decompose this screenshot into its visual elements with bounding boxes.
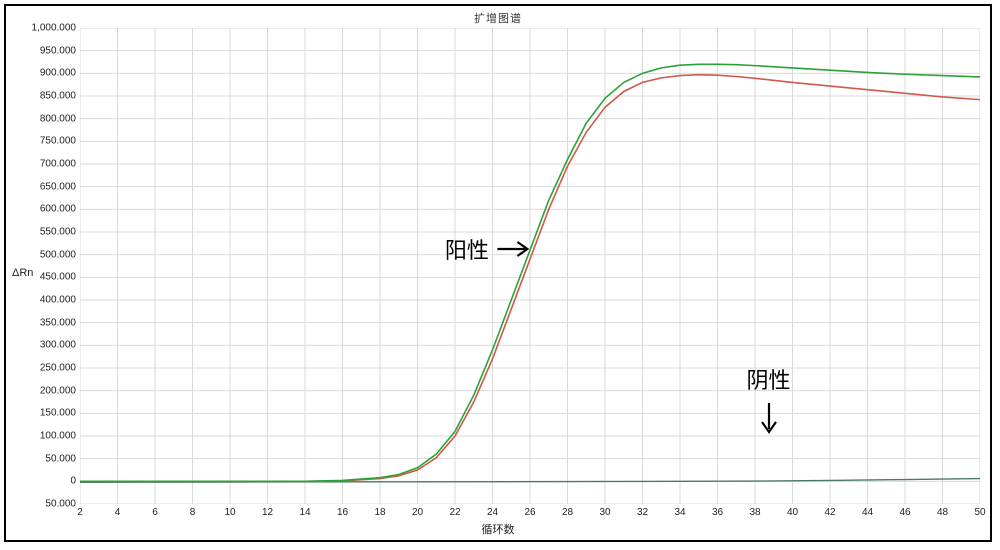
y-tick-label: 500.000	[40, 249, 76, 260]
y-tick-label: 300.000	[40, 340, 76, 351]
annotation-positive-label: 阳性	[445, 233, 489, 265]
outer-frame: 扩增图谱 ΔRn 循环数 阳性 阴性 50.000050.000100.0001…	[4, 4, 992, 542]
y-tick-label: 400.000	[40, 295, 76, 306]
x-tick-label: 16	[337, 507, 348, 518]
x-tick-label: 32	[637, 507, 648, 518]
x-tick-label: 12	[262, 507, 273, 518]
arrow-down-icon	[757, 401, 779, 435]
x-tick-label: 40	[787, 507, 798, 518]
y-tick-label: 900.000	[40, 68, 76, 79]
x-tick-label: 42	[824, 507, 835, 518]
x-tick-label: 30	[599, 507, 610, 518]
amplification-plot	[80, 28, 980, 504]
chart-title: 扩增图谱	[6, 10, 990, 26]
y-tick-label: 550.000	[40, 227, 76, 238]
x-tick-label: 34	[674, 507, 685, 518]
x-tick-label: 26	[524, 507, 535, 518]
x-tick-label: 18	[374, 507, 385, 518]
x-axis-label: 循环数	[6, 521, 990, 537]
x-tick-label: 28	[562, 507, 573, 518]
y-tick-label: 50.000	[45, 453, 76, 464]
y-tick-label: 600.000	[40, 204, 76, 215]
y-axis-label: ΔRn	[12, 267, 33, 279]
annotation-negative-label: 阴性	[746, 363, 790, 395]
x-tick-label: 20	[412, 507, 423, 518]
y-tick-label: 750.000	[40, 136, 76, 147]
x-tick-label: 14	[299, 507, 310, 518]
x-tick-label: 36	[712, 507, 723, 518]
x-tick-label: 38	[749, 507, 760, 518]
x-tick-label: 46	[899, 507, 910, 518]
x-tick-label: 2	[77, 507, 83, 518]
y-tick-label: 650.000	[40, 181, 76, 192]
y-tick-label: 700.000	[40, 159, 76, 170]
plot-area: 阳性 阴性 50.000050.000100.000150.000200.000…	[80, 28, 980, 504]
x-tick-label: 48	[937, 507, 948, 518]
x-tick-label: 6	[152, 507, 158, 518]
y-tick-label: 100.000	[40, 431, 76, 442]
x-tick-label: 4	[115, 507, 121, 518]
y-tick-label: 200.000	[40, 385, 76, 396]
y-tick-label: 50.000	[45, 499, 76, 510]
y-tick-label: 250.000	[40, 363, 76, 374]
x-tick-label: 24	[487, 507, 498, 518]
annotation-negative: 阴性	[746, 363, 790, 435]
y-tick-label: 950.000	[40, 45, 76, 56]
x-tick-label: 50	[974, 507, 985, 518]
y-tick-label: 350.000	[40, 317, 76, 328]
y-tick-label: 150.000	[40, 408, 76, 419]
x-tick-label: 10	[224, 507, 235, 518]
annotation-positive: 阳性	[445, 233, 531, 265]
y-tick-label: 850.000	[40, 91, 76, 102]
y-tick-label: 450.000	[40, 272, 76, 283]
x-tick-label: 8	[190, 507, 196, 518]
y-tick-label: 1,000.000	[32, 23, 77, 34]
y-tick-label: 0	[70, 476, 76, 487]
arrow-right-icon	[495, 238, 531, 260]
y-tick-label: 800.000	[40, 113, 76, 124]
x-tick-label: 44	[862, 507, 873, 518]
x-tick-label: 22	[449, 507, 460, 518]
